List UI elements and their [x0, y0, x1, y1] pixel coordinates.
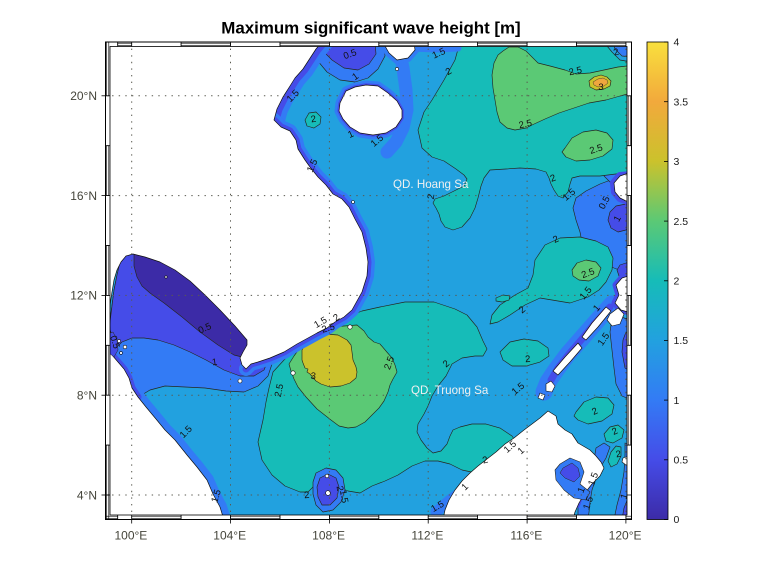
svg-text:0: 0 — [674, 514, 680, 526]
svg-text:12°N: 12°N — [70, 289, 97, 303]
svg-text:2: 2 — [444, 66, 454, 78]
svg-text:0.5: 0.5 — [674, 455, 689, 467]
svg-text:2.5: 2.5 — [674, 216, 689, 228]
svg-text:3: 3 — [674, 156, 680, 168]
svg-text:1.5: 1.5 — [431, 46, 448, 62]
svg-text:2: 2 — [549, 173, 558, 185]
svg-text:120°E: 120°E — [609, 529, 642, 543]
svg-text:2.5: 2.5 — [518, 118, 533, 132]
svg-text:0.5: 0.5 — [597, 194, 613, 211]
svg-text:1: 1 — [516, 445, 527, 457]
svg-text:0.5: 0.5 — [342, 47, 358, 62]
svg-text:116°E: 116°E — [510, 529, 542, 543]
svg-text:2: 2 — [331, 312, 342, 324]
svg-text:1: 1 — [619, 492, 631, 500]
svg-text:1.5: 1.5 — [337, 489, 350, 504]
svg-text:1.5: 1.5 — [586, 471, 601, 487]
svg-text:2: 2 — [612, 47, 620, 59]
svg-text:0.5: 0.5 — [197, 321, 214, 337]
svg-text:1.5: 1.5 — [581, 495, 596, 511]
svg-text:2.5: 2.5 — [588, 142, 604, 157]
svg-text:20°N: 20°N — [70, 89, 97, 103]
svg-text:2: 2 — [610, 426, 619, 438]
svg-text:16°N: 16°N — [70, 189, 97, 203]
svg-text:2: 2 — [590, 406, 599, 418]
svg-text:1: 1 — [350, 71, 361, 83]
svg-text:1.5: 1.5 — [209, 488, 224, 504]
svg-text:1: 1 — [346, 129, 355, 141]
svg-text:2.5: 2.5 — [382, 355, 397, 371]
svg-text:1.5: 1.5 — [674, 335, 689, 347]
svg-text:2.5: 2.5 — [321, 322, 337, 336]
svg-text:2: 2 — [615, 449, 622, 461]
svg-text:1: 1 — [576, 486, 588, 495]
svg-text:4: 4 — [674, 37, 680, 49]
svg-text:Maximum significant wave heigh: Maximum significant wave height [m] — [221, 19, 520, 38]
svg-text:1: 1 — [674, 395, 680, 407]
svg-text:3: 3 — [598, 82, 603, 93]
svg-text:2: 2 — [426, 193, 438, 200]
svg-text:4°N: 4°N — [77, 488, 97, 502]
svg-text:2.5: 2.5 — [273, 383, 287, 398]
svg-text:1: 1 — [459, 481, 471, 493]
svg-text:2: 2 — [517, 304, 528, 316]
svg-text:2: 2 — [441, 358, 452, 370]
svg-text:3.5: 3.5 — [674, 96, 689, 108]
svg-text:2: 2 — [551, 234, 560, 246]
svg-text:2: 2 — [525, 354, 531, 365]
svg-text:0.5: 0.5 — [107, 334, 122, 350]
svg-text:1: 1 — [612, 214, 624, 224]
svg-text:2: 2 — [481, 455, 489, 467]
svg-text:100°E: 100°E — [114, 529, 147, 543]
svg-text:2: 2 — [334, 485, 346, 492]
svg-text:QD. Hoang Sa: QD. Hoang Sa — [393, 178, 469, 191]
svg-text:QD. Truong Sa: QD. Truong Sa — [411, 384, 489, 397]
svg-text:2.5: 2.5 — [568, 65, 583, 79]
svg-text:2: 2 — [304, 490, 310, 501]
svg-text:108°E: 108°E — [312, 529, 345, 543]
svg-text:2.5: 2.5 — [580, 266, 596, 281]
svg-text:2: 2 — [674, 275, 680, 287]
svg-text:1: 1 — [591, 303, 603, 314]
svg-text:104°E: 104°E — [213, 529, 246, 543]
svg-text:8°N: 8°N — [77, 389, 97, 403]
svg-text:3: 3 — [310, 371, 316, 382]
svg-text:1.5: 1.5 — [305, 158, 321, 175]
svg-text:1: 1 — [211, 357, 218, 369]
svg-text:2: 2 — [310, 114, 317, 126]
svg-text:112°E: 112°E — [411, 529, 443, 543]
